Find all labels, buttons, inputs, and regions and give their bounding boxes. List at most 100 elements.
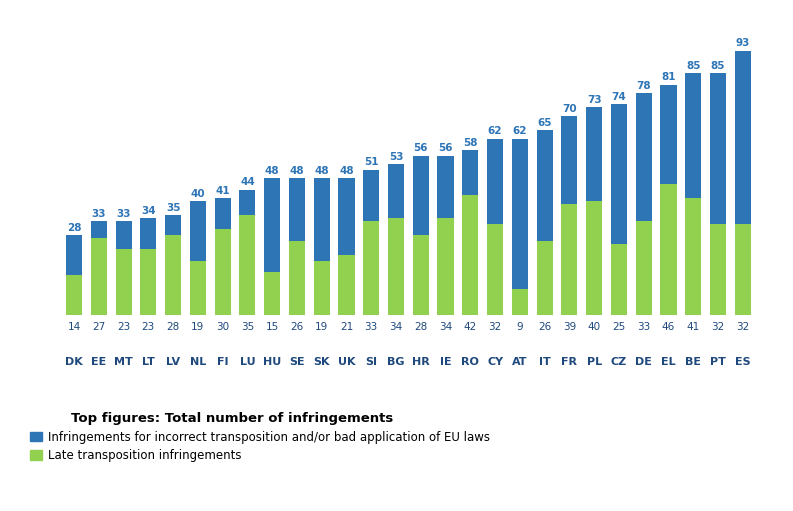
Text: Top figures: Total number of infringements: Top figures: Total number of infringemen… — [71, 411, 393, 425]
Bar — [636, 93, 652, 221]
Bar — [215, 198, 231, 229]
Bar — [487, 224, 503, 315]
Bar — [264, 272, 280, 315]
Bar — [289, 178, 305, 241]
Text: 28: 28 — [67, 223, 81, 233]
Bar — [289, 241, 305, 315]
Text: 51: 51 — [364, 157, 378, 168]
Legend: Infringements for incorrect transposition and/or bad application of EU laws, Lat: Infringements for incorrect transpositio… — [30, 431, 490, 462]
Bar — [165, 215, 181, 235]
Text: 85: 85 — [711, 61, 726, 71]
Bar — [735, 224, 751, 315]
Text: 56: 56 — [413, 143, 428, 153]
Bar — [661, 85, 676, 184]
Text: 15: 15 — [266, 321, 279, 332]
Bar — [363, 221, 379, 315]
Text: 32: 32 — [711, 321, 725, 332]
Bar — [661, 184, 676, 315]
Text: 35: 35 — [241, 321, 254, 332]
Bar — [511, 138, 528, 289]
Text: 35: 35 — [166, 203, 180, 213]
Bar — [511, 289, 528, 315]
Text: 65: 65 — [538, 118, 552, 128]
Text: 32: 32 — [736, 321, 749, 332]
Bar — [537, 241, 553, 315]
Bar — [388, 164, 404, 218]
Bar — [586, 201, 602, 315]
Bar — [611, 104, 627, 244]
Bar — [314, 261, 330, 315]
Text: 19: 19 — [191, 321, 205, 332]
Text: 26: 26 — [290, 321, 304, 332]
Text: 48: 48 — [314, 166, 329, 176]
Bar — [363, 170, 379, 221]
Bar — [140, 249, 156, 315]
Text: 32: 32 — [488, 321, 502, 332]
Bar — [710, 224, 726, 315]
Text: 41: 41 — [687, 321, 700, 332]
Text: 27: 27 — [92, 321, 105, 332]
Text: 23: 23 — [142, 321, 155, 332]
Text: 26: 26 — [538, 321, 551, 332]
Bar — [685, 198, 701, 315]
Text: 73: 73 — [587, 95, 601, 105]
Bar — [438, 155, 454, 218]
Text: 33: 33 — [365, 321, 378, 332]
Bar — [388, 218, 404, 315]
Text: 62: 62 — [512, 126, 527, 136]
Bar — [239, 215, 255, 315]
Text: 33: 33 — [117, 208, 131, 219]
Bar — [116, 221, 132, 249]
Bar — [140, 218, 156, 249]
Text: 78: 78 — [637, 81, 651, 91]
Text: 40: 40 — [588, 321, 601, 332]
Bar — [90, 221, 107, 238]
Bar — [215, 229, 231, 315]
Text: 28: 28 — [414, 321, 427, 332]
Bar — [685, 73, 701, 198]
Text: 46: 46 — [662, 321, 675, 332]
Bar — [537, 130, 553, 241]
Bar — [636, 221, 652, 315]
Bar — [314, 178, 330, 261]
Bar — [586, 107, 602, 201]
Bar — [487, 138, 503, 224]
Text: 48: 48 — [265, 166, 279, 176]
Text: 40: 40 — [190, 189, 205, 199]
Bar — [264, 178, 280, 272]
Bar — [561, 116, 577, 204]
Bar — [735, 51, 751, 224]
Text: 48: 48 — [339, 166, 354, 176]
Text: 30: 30 — [216, 321, 229, 332]
Bar — [462, 195, 478, 315]
Bar — [438, 218, 454, 315]
Bar — [165, 235, 181, 315]
Text: 53: 53 — [389, 152, 404, 162]
Text: 93: 93 — [736, 38, 750, 48]
Text: 41: 41 — [216, 186, 230, 196]
Bar — [339, 178, 354, 255]
Text: 44: 44 — [240, 177, 255, 188]
Text: 33: 33 — [637, 321, 650, 332]
Text: 85: 85 — [686, 61, 700, 71]
Bar — [90, 238, 107, 315]
Text: 74: 74 — [611, 92, 626, 102]
Bar — [710, 73, 726, 224]
Bar — [339, 255, 354, 315]
Text: 81: 81 — [661, 73, 676, 82]
Bar — [190, 201, 206, 261]
Bar — [412, 235, 429, 315]
Text: 9: 9 — [516, 321, 523, 332]
Bar — [116, 249, 132, 315]
Bar — [66, 235, 82, 275]
Bar — [190, 261, 206, 315]
Text: 56: 56 — [439, 143, 453, 153]
Bar — [239, 190, 255, 215]
Bar — [412, 155, 429, 235]
Text: 34: 34 — [389, 321, 403, 332]
Text: 21: 21 — [340, 321, 353, 332]
Text: 39: 39 — [563, 321, 576, 332]
Text: 58: 58 — [463, 137, 477, 148]
Bar — [66, 275, 82, 315]
Text: 33: 33 — [91, 208, 106, 219]
